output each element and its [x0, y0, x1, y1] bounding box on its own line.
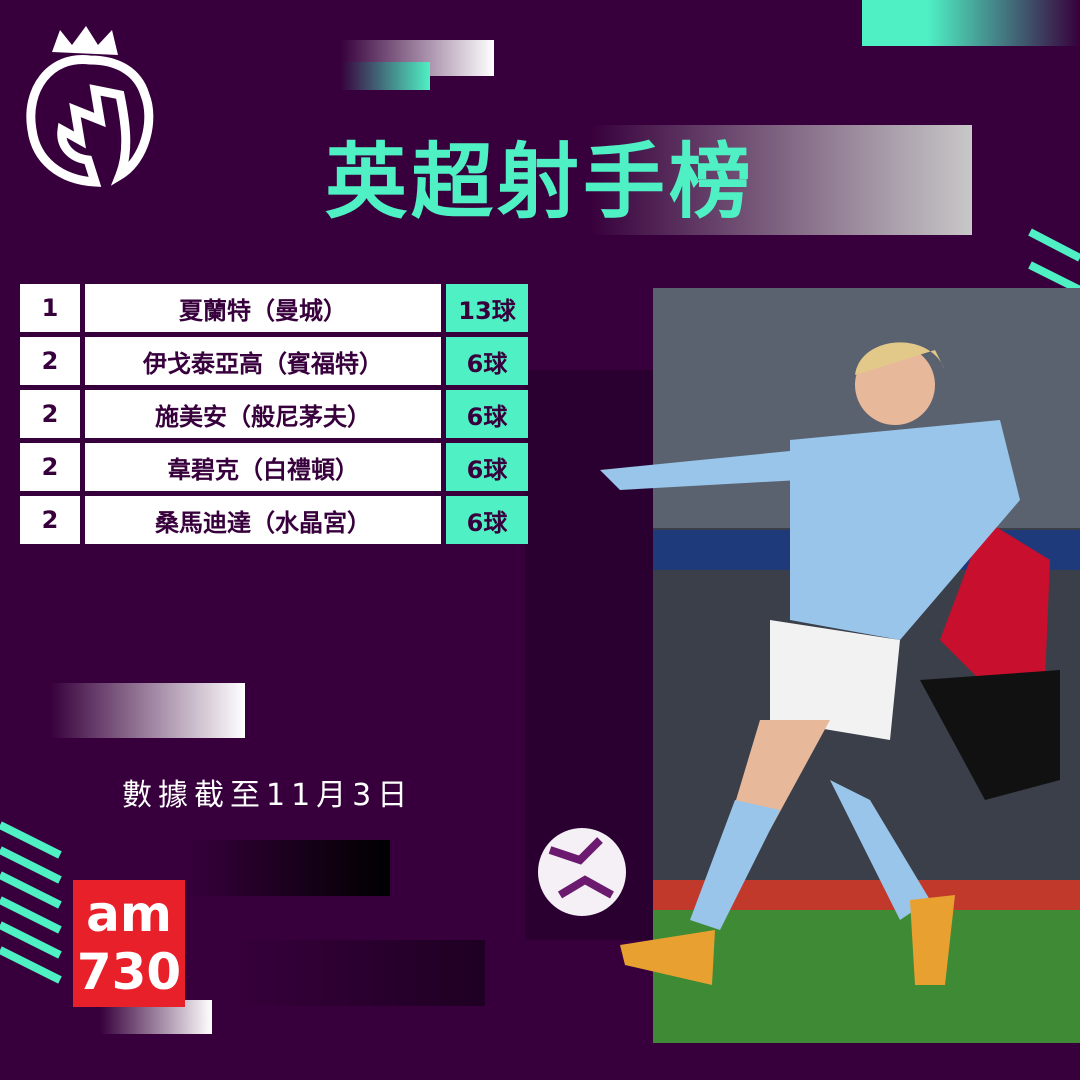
deco-bar: [50, 683, 245, 738]
scorer-table: 1 夏蘭特（曼城） 13球 2 伊戈泰亞高（賓福特） 6球 2 施美安（般尼茅夫） 6球 2 韋碧克…: [20, 284, 528, 549]
rank-cell: 2: [20, 443, 80, 491]
name-cell: 韋碧克（白禮頓）: [85, 443, 441, 491]
title: 英超射手榜: [324, 135, 755, 230]
rank-cell: 2: [20, 337, 80, 385]
rank-cell: 2: [20, 496, 80, 544]
table-row: 2 伊戈泰亞高（賓福特） 6球: [20, 337, 528, 385]
title-band: [590, 125, 972, 235]
deco-bar: [862, 0, 1080, 46]
goals-cell: 6球: [446, 390, 528, 438]
table-row: 2 韋碧克（白禮頓） 6球: [20, 443, 528, 491]
goals-cell: 6球: [446, 337, 528, 385]
photo: [600, 288, 1080, 1043]
rank-cell: 1: [20, 284, 80, 332]
brand-number: 730: [76, 943, 182, 1001]
rank-cell: 2: [20, 390, 80, 438]
goals-cell: 6球: [446, 496, 528, 544]
deco-bar: [340, 62, 430, 90]
table-row: 1 夏蘭特（曼城） 13球: [20, 284, 528, 332]
deco-bar: [230, 940, 485, 1006]
table-row: 2 施美安（般尼茅夫） 6球: [20, 390, 528, 438]
brand-logo: am 730: [73, 880, 185, 1007]
table-row: 2 桑馬迪達（水晶宮） 6球: [20, 496, 528, 544]
deco-bar: [185, 840, 390, 896]
name-cell: 伊戈泰亞高（賓福特）: [85, 337, 441, 385]
stripes: [0, 228, 1080, 984]
brand-text: am: [86, 885, 172, 943]
goals-cell: 6球: [446, 443, 528, 491]
league-logo: [26, 26, 154, 187]
name-cell: 施美安（般尼茅夫）: [85, 390, 441, 438]
ball: [538, 828, 626, 916]
name-cell: 桑馬迪達（水晶宮）: [85, 496, 441, 544]
footnote: 數據截至11月3日: [122, 778, 414, 813]
goals-cell: 13球: [446, 284, 528, 332]
name-cell: 夏蘭特（曼城）: [85, 284, 441, 332]
